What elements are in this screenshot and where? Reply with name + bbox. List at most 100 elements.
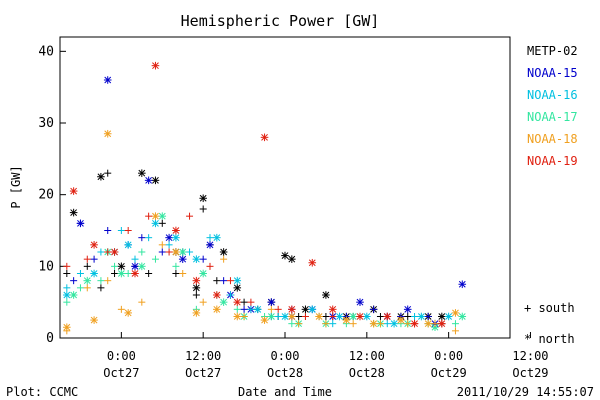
north-point xyxy=(458,312,467,321)
north-point xyxy=(308,258,317,267)
north-point xyxy=(219,298,228,306)
north-point xyxy=(233,284,242,292)
plot-frame xyxy=(59,36,511,339)
x-axis-label: Date and Time xyxy=(238,385,332,399)
north-point xyxy=(363,312,371,321)
south-point xyxy=(138,234,146,242)
north-point xyxy=(213,291,221,299)
south-point xyxy=(145,270,153,277)
north-point xyxy=(328,305,337,314)
north-point xyxy=(438,319,446,328)
legend-entry: NOAA-19 xyxy=(527,154,578,168)
generated-timestamp: 2011/10/29 14:55:07 xyxy=(457,385,594,399)
south-point xyxy=(124,270,132,277)
south-point xyxy=(226,277,234,285)
chart-title: Hemispheric Power [GW] xyxy=(181,12,380,30)
south-point xyxy=(76,284,84,292)
north-point xyxy=(301,305,310,314)
y-axis-label: P [GW] xyxy=(9,165,23,208)
south-point xyxy=(226,291,234,299)
north-point xyxy=(397,316,405,324)
north-point xyxy=(199,269,207,278)
x-tick-date-label: Oct29 xyxy=(512,366,548,380)
south-point xyxy=(63,262,71,270)
south-point xyxy=(213,277,221,285)
south-point xyxy=(186,212,194,220)
north-point xyxy=(233,298,242,306)
south-point xyxy=(165,248,173,256)
south-point xyxy=(240,305,248,313)
north-point xyxy=(97,172,105,181)
south-point xyxy=(158,241,166,249)
north-point xyxy=(403,305,412,314)
south-point xyxy=(240,298,248,306)
north-point xyxy=(90,241,98,249)
south-point xyxy=(206,234,214,242)
north-point xyxy=(342,316,351,324)
north-point xyxy=(349,312,357,321)
marker-legend: + south * north xyxy=(524,301,575,346)
y-tick-label: 0 xyxy=(46,331,54,346)
south-point xyxy=(370,305,378,313)
south-point xyxy=(329,320,337,328)
north-point xyxy=(424,319,432,328)
north-point xyxy=(390,319,398,328)
north-point xyxy=(233,312,242,321)
south-point xyxy=(199,255,207,263)
north-point xyxy=(103,129,112,138)
north-point xyxy=(288,255,296,263)
south-point xyxy=(63,270,71,277)
north-point xyxy=(90,269,98,278)
north-point xyxy=(451,309,460,317)
south-point xyxy=(411,313,419,320)
x-tick-time-label: 0:00 xyxy=(434,349,463,363)
north-point xyxy=(144,176,153,185)
north-point xyxy=(281,312,289,321)
north-point xyxy=(199,194,207,203)
south-point xyxy=(404,320,412,328)
north-point xyxy=(117,262,126,271)
south-point xyxy=(104,277,112,285)
south-point xyxy=(192,291,200,299)
legend-entry: METP-02 xyxy=(527,44,578,58)
south-point xyxy=(83,284,91,292)
south-point xyxy=(158,219,166,227)
legend-entry: NOAA-17 xyxy=(527,110,578,124)
south-point xyxy=(274,313,282,320)
south-point xyxy=(145,212,153,220)
north-point xyxy=(192,276,201,285)
south-point xyxy=(240,313,248,320)
south-point xyxy=(247,298,255,306)
north-point xyxy=(213,233,221,242)
south-point xyxy=(274,305,282,313)
south-point xyxy=(165,241,173,249)
south-point xyxy=(199,205,207,213)
south-point xyxy=(179,270,187,277)
north-point xyxy=(335,312,344,321)
north-point xyxy=(90,316,98,324)
south-point xyxy=(247,305,255,313)
south-point xyxy=(424,313,432,320)
north-point xyxy=(267,298,276,306)
x-tick-date-label: Oct28 xyxy=(349,366,385,380)
north-point xyxy=(410,319,419,328)
south-point xyxy=(383,320,391,328)
south-point xyxy=(97,277,105,285)
north-point xyxy=(172,233,180,242)
south-point xyxy=(301,313,309,320)
south-point xyxy=(63,298,71,306)
south-point xyxy=(295,320,303,328)
north-point xyxy=(260,133,269,142)
north-point xyxy=(219,248,228,256)
north-point xyxy=(172,248,180,256)
south-point xyxy=(83,262,91,270)
north-point xyxy=(110,248,119,256)
south-point xyxy=(349,320,357,328)
south-point xyxy=(404,313,412,320)
south-point xyxy=(376,313,384,320)
x-tick-time-label: 0:00 xyxy=(107,349,136,363)
north-point xyxy=(63,323,71,332)
y-axis-ticks: 0 10 20 30 40 xyxy=(38,44,66,346)
legend-entry: NOAA-15 xyxy=(527,66,578,80)
legend-entry: NOAA-16 xyxy=(527,88,578,102)
